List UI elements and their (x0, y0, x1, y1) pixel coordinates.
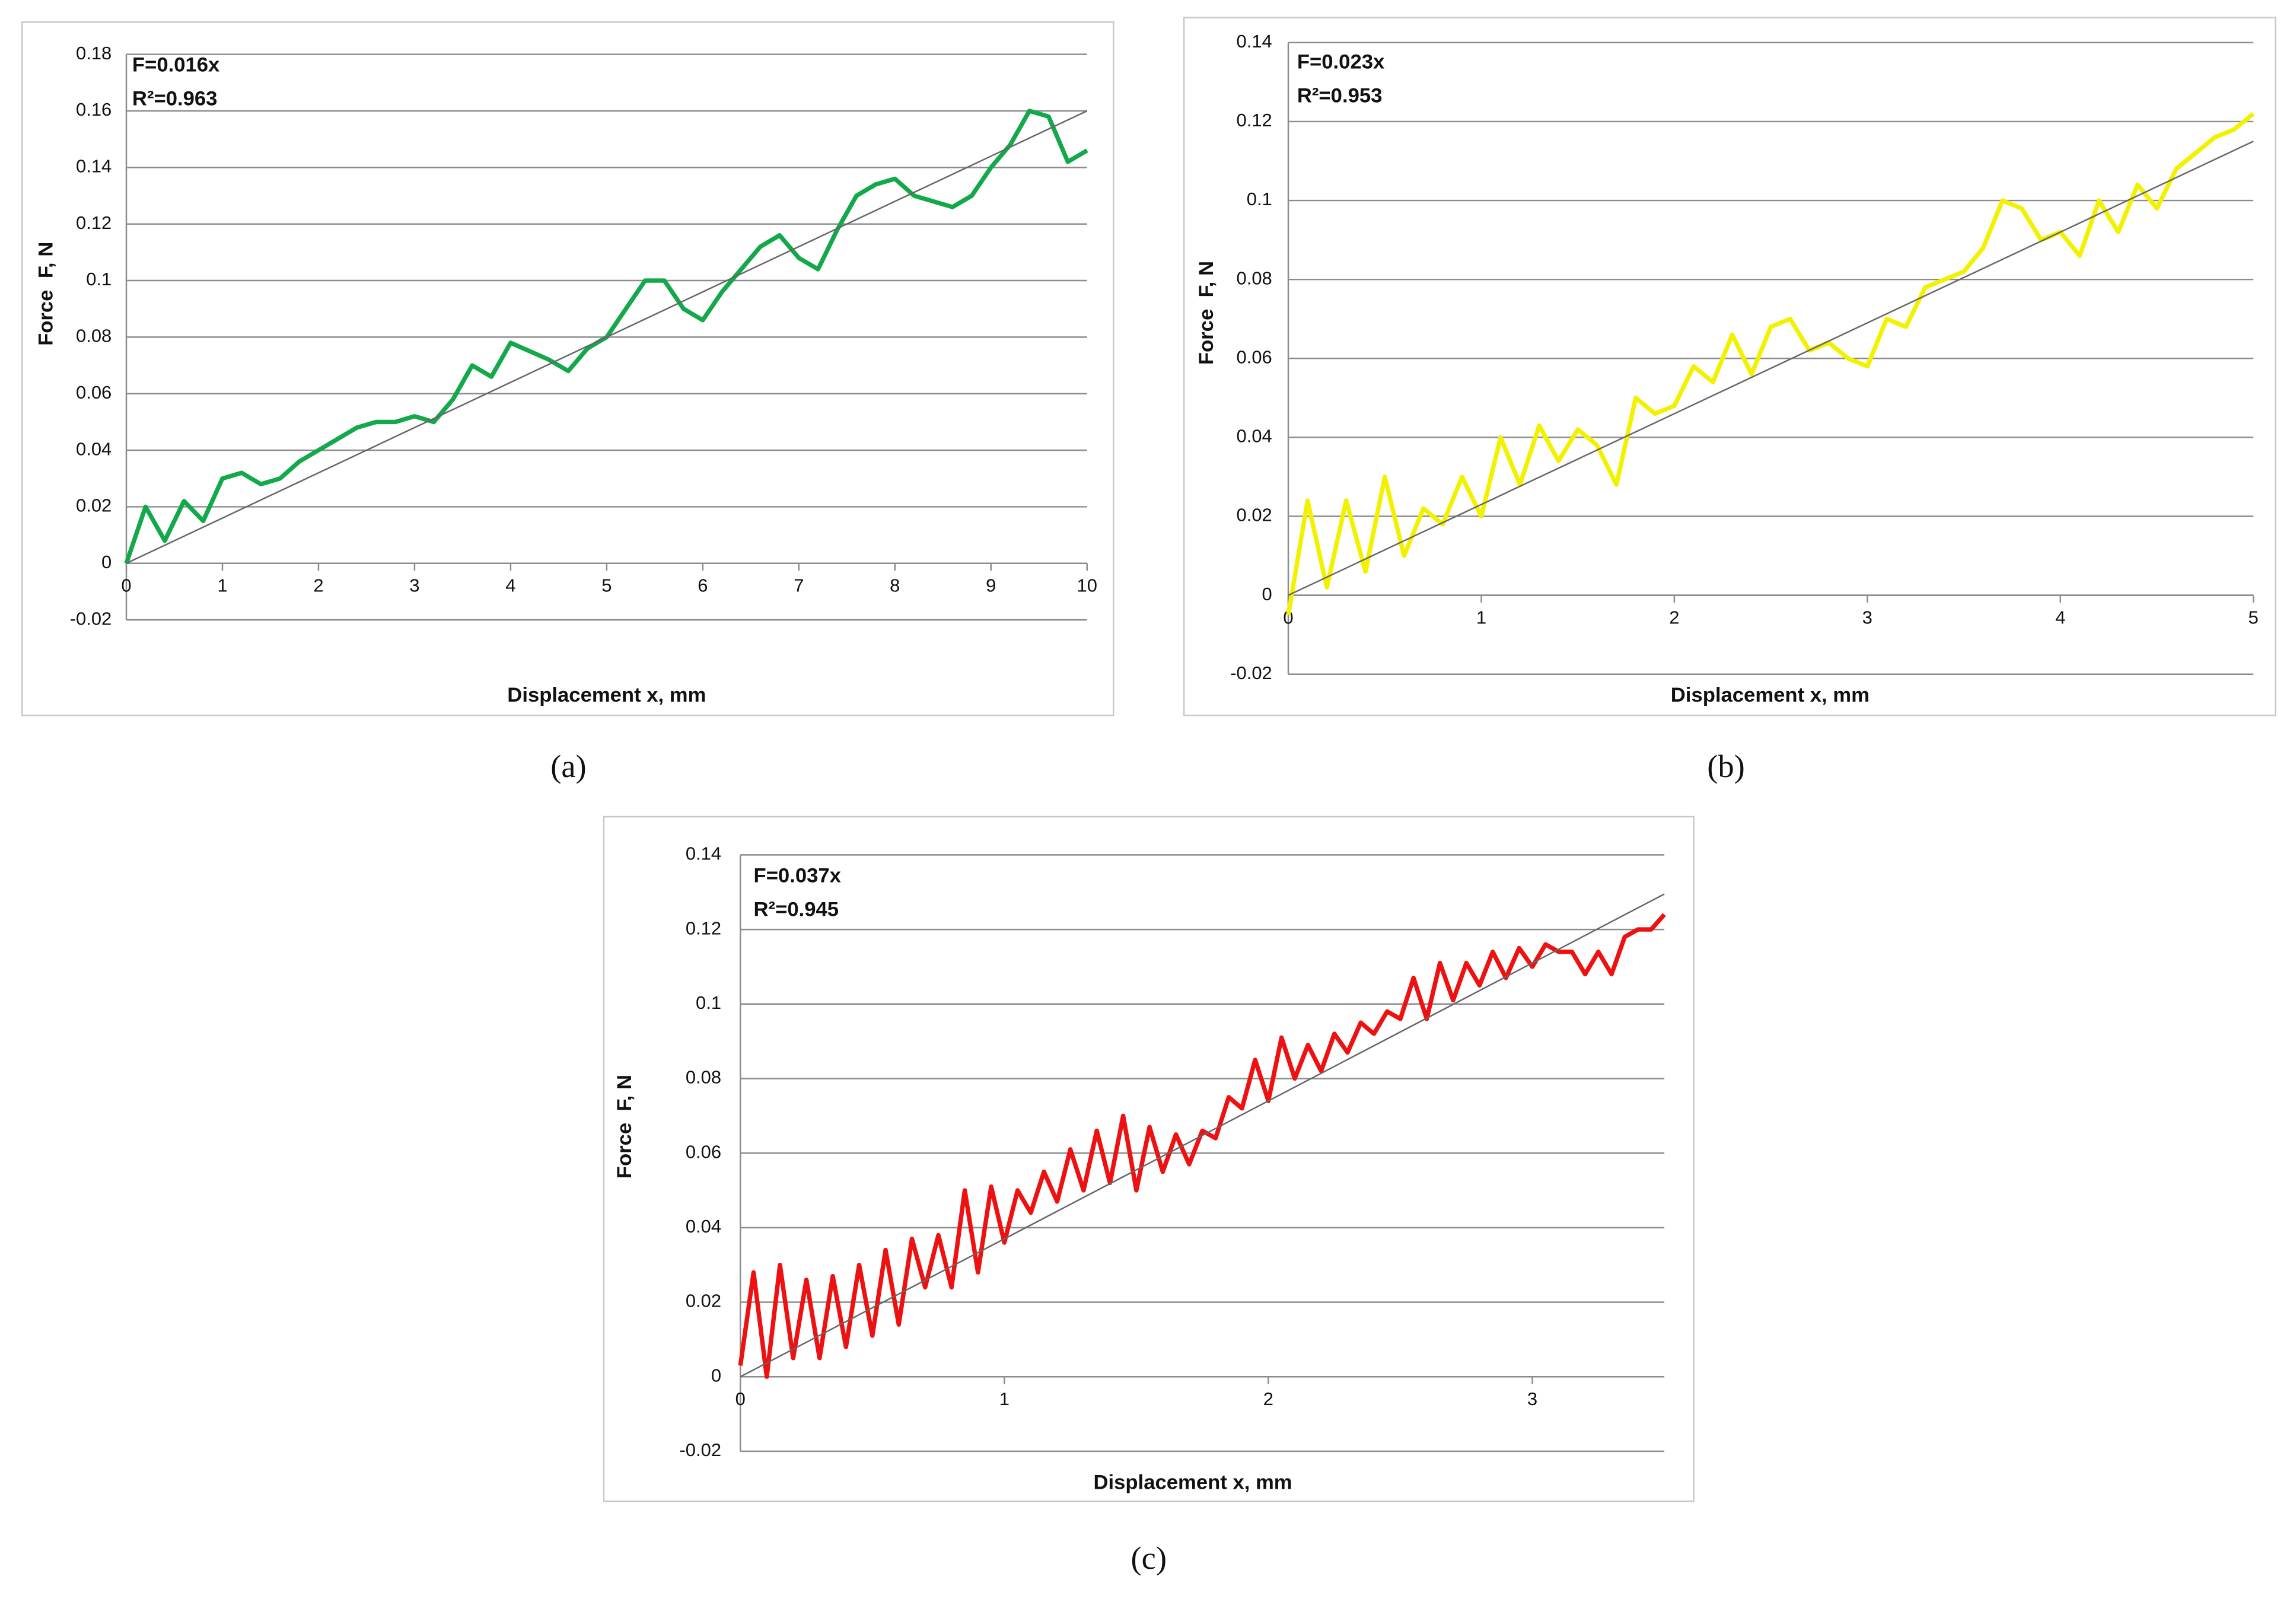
trend-line (740, 893, 1665, 1378)
x-tick-label: 2 (313, 575, 323, 596)
x-tick-label: 3 (409, 575, 419, 596)
y-axis-title: Force F, N (34, 242, 57, 346)
annotation: R²=0.945 (754, 899, 839, 921)
y-tick-label: 0.02 (1237, 505, 1272, 525)
caption: (b) (1707, 748, 1745, 784)
data-line (1286, 112, 2255, 616)
x-tick-label: 10 (1077, 575, 1097, 596)
y-tick-label: 0.06 (1237, 346, 1272, 367)
y-tick-label: 0.04 (686, 1216, 721, 1237)
x-tick-label: 1 (217, 575, 227, 596)
x-tick-label: 6 (698, 575, 708, 596)
data-line (738, 913, 1666, 1379)
x-tick-label: 1 (999, 1388, 1010, 1409)
y-tick-label: 0.14 (1237, 31, 1272, 52)
y-tick-label: 0.06 (76, 382, 112, 403)
y-tick-label: -0.02 (680, 1439, 722, 1460)
y-tick-label: 0 (101, 552, 112, 572)
y-axis-title: Force F, N (1195, 261, 1218, 365)
x-tick-label: 3 (1527, 1388, 1537, 1409)
annotation: R²=0.963 (132, 88, 218, 110)
x-tick-label: 1 (1476, 607, 1486, 628)
y-tick-label: 0.08 (1237, 267, 1272, 288)
y-tick-label: 0.04 (1237, 426, 1272, 447)
x-tick-label: 5 (601, 575, 612, 596)
y-tick-label: 0.16 (76, 99, 112, 120)
y-tick-label: 0.12 (76, 212, 112, 233)
y-tick-label: 0.06 (686, 1141, 721, 1162)
y-tick-label: 0.08 (76, 326, 112, 346)
y-tick-label: 0.14 (76, 156, 112, 177)
annotation: F=0.016x (132, 54, 220, 77)
y-tick-label: 0.1 (696, 992, 721, 1013)
y-tick-label: 0.18 (76, 43, 112, 63)
y-axis-title: Force F, N (613, 1075, 636, 1179)
y-tick-label: 0.12 (1237, 110, 1272, 130)
y-tick-label: 0.02 (76, 495, 112, 516)
x-tick-label: 8 (890, 575, 900, 596)
y-tick-label: 0 (711, 1365, 721, 1386)
x-tick-label: 4 (2055, 607, 2065, 628)
y-tick-label: -0.02 (70, 608, 112, 629)
y-tick-label: -0.02 (1230, 663, 1272, 683)
x-tick-label: 5 (2249, 607, 2259, 628)
y-tick-label: 0.1 (86, 269, 112, 289)
caption: (a) (550, 748, 586, 784)
y-tick-label: 0 (1262, 584, 1272, 604)
x-tick-label: 9 (986, 575, 996, 596)
trend-line (1288, 141, 2254, 596)
y-tick-label: 0.02 (686, 1291, 721, 1311)
y-tick-label: 0.14 (686, 843, 721, 864)
annotation: F=0.037x (754, 865, 842, 887)
x-axis-title: Displacement x, mm (1671, 684, 1870, 706)
annotation: R²=0.953 (1297, 85, 1383, 107)
chart-frame (603, 816, 1695, 1502)
y-tick-label: 0.08 (686, 1067, 721, 1088)
x-axis-title: Displacement x, mm (1093, 1472, 1292, 1494)
chart-frame (1183, 17, 2276, 716)
x-axis-title: Displacement x, mm (507, 684, 706, 706)
y-tick-label: 0.04 (76, 438, 112, 459)
x-tick-label: 2 (1669, 607, 1679, 628)
trend-line (126, 110, 1088, 564)
x-tick-label: 2 (1263, 1388, 1273, 1409)
x-tick-label: 4 (505, 575, 515, 596)
caption: (c) (1131, 1540, 1167, 1576)
x-tick-label: 0 (121, 575, 131, 596)
x-tick-label: 7 (794, 575, 804, 596)
x-tick-label: 0 (735, 1388, 746, 1409)
x-tick-label: 3 (1862, 607, 1873, 628)
y-tick-label: 0.12 (686, 918, 721, 938)
annotation: F=0.023x (1297, 51, 1385, 74)
y-tick-label: 0.1 (1247, 189, 1272, 209)
